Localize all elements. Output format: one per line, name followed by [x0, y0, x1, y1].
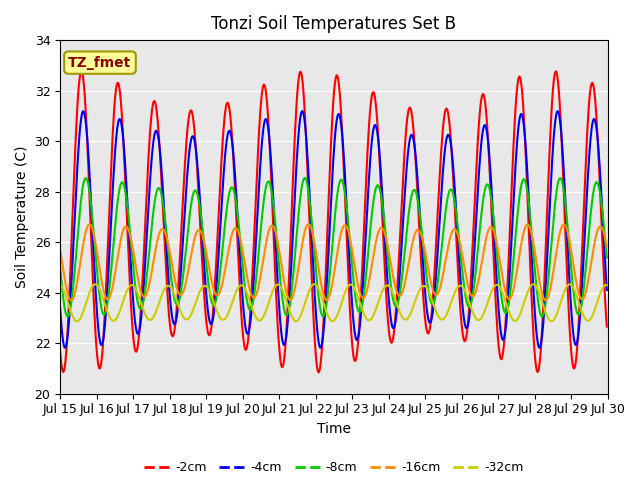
-32cm — [56, 282, 64, 288]
-8cm — [124, 201, 131, 206]
Legend: -2cm, -4cm, -8cm, -16cm, -32cm: -2cm, -4cm, -8cm, -16cm, -32cm — [139, 456, 529, 480]
-32cm — [66, 306, 74, 312]
Line: -2cm: -2cm — [60, 72, 607, 372]
Text: TZ_fmet: TZ_fmet — [68, 56, 132, 70]
-16cm — [417, 232, 425, 238]
-16cm — [207, 277, 215, 283]
-16cm — [401, 278, 409, 284]
-4cm — [316, 345, 324, 350]
-32cm — [207, 293, 215, 299]
-4cm — [179, 243, 186, 249]
-8cm — [67, 303, 75, 309]
-8cm — [56, 264, 64, 270]
-4cm — [66, 303, 74, 309]
-32cm — [603, 282, 611, 288]
-4cm — [124, 193, 131, 199]
Line: -32cm: -32cm — [60, 284, 607, 321]
-2cm — [401, 137, 409, 143]
-8cm — [603, 254, 611, 260]
Line: -16cm: -16cm — [60, 224, 607, 300]
-4cm — [207, 321, 215, 327]
-2cm — [315, 370, 323, 375]
-16cm — [124, 224, 131, 230]
-2cm — [124, 219, 131, 225]
-32cm — [179, 313, 186, 319]
-8cm — [301, 175, 309, 181]
-16cm — [68, 298, 76, 303]
-4cm — [417, 234, 425, 240]
-2cm — [417, 262, 425, 268]
-32cm — [417, 285, 425, 290]
Line: -4cm: -4cm — [60, 111, 607, 348]
Title: Tonzi Soil Temperatures Set B: Tonzi Soil Temperatures Set B — [211, 15, 456, 33]
-2cm — [207, 324, 215, 330]
-32cm — [73, 318, 81, 324]
-16cm — [603, 243, 611, 249]
-8cm — [417, 224, 425, 230]
X-axis label: Time: Time — [317, 422, 351, 436]
-8cm — [207, 298, 215, 304]
-2cm — [603, 324, 611, 330]
-2cm — [77, 69, 85, 74]
-16cm — [66, 297, 74, 302]
-4cm — [56, 306, 64, 312]
-32cm — [401, 317, 409, 323]
Y-axis label: Soil Temperature (C): Soil Temperature (C) — [15, 145, 29, 288]
-4cm — [79, 108, 87, 114]
-16cm — [56, 247, 64, 253]
-8cm — [401, 242, 409, 248]
-8cm — [179, 277, 186, 283]
-2cm — [56, 349, 64, 355]
-16cm — [305, 221, 312, 227]
Line: -8cm: -8cm — [60, 178, 607, 316]
-32cm — [310, 281, 318, 287]
-2cm — [66, 276, 74, 282]
-32cm — [124, 288, 131, 293]
-8cm — [64, 313, 72, 319]
-4cm — [401, 183, 409, 189]
-4cm — [603, 287, 611, 293]
-16cm — [179, 290, 186, 296]
-2cm — [179, 204, 186, 210]
